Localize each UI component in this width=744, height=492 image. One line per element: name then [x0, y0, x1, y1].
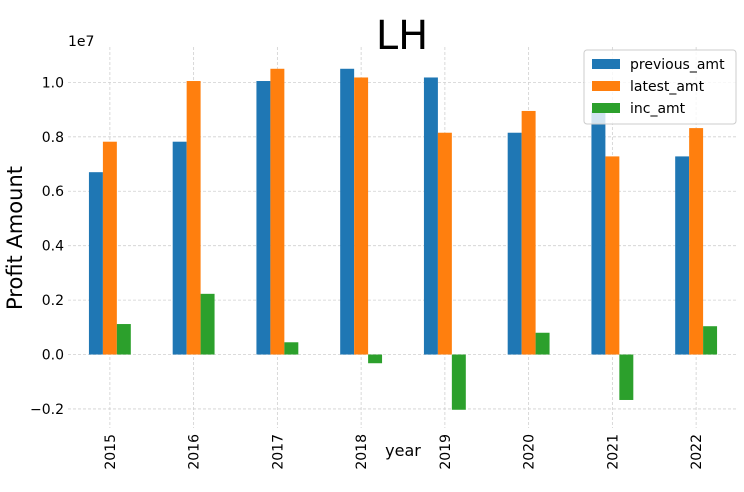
legend: previous_amt latest_amt inc_amt: [583, 49, 737, 125]
legend-swatch-latest: [592, 81, 620, 91]
bar-inc-amt: [619, 354, 634, 400]
bar-inc-amt: [200, 293, 215, 355]
bar-inc-amt: [703, 326, 718, 355]
bar-inc-amt: [368, 354, 383, 364]
y-offset-label: 1e7: [68, 34, 94, 50]
y-tick-label: 0.6: [42, 184, 64, 200]
bar-previous-amt: [423, 77, 438, 355]
bars-group: [88, 68, 718, 410]
bar-latest-amt: [437, 132, 452, 355]
bar-latest-amt: [689, 128, 704, 355]
legend-label-previous: previous_amt: [630, 57, 725, 73]
bar-inc-amt: [116, 324, 131, 355]
bar-previous-amt: [172, 141, 187, 355]
bar-inc-amt: [535, 332, 550, 355]
x-tick-label: 2017: [270, 434, 286, 470]
y-tick-label: 0.4: [42, 239, 64, 255]
x-axis-label: year: [385, 441, 421, 460]
y-tick-label: 0.2: [42, 293, 64, 309]
bar-latest-amt: [102, 141, 117, 355]
x-tick-label: 2016: [187, 434, 203, 470]
x-tick-label: 2018: [354, 434, 370, 470]
bar-inc-amt: [284, 342, 299, 355]
bar-latest-amt: [186, 81, 201, 355]
bar-latest-amt: [270, 68, 285, 355]
y-axis-label: Profit Amount: [3, 166, 27, 310]
x-tick-label: 2022: [689, 434, 705, 470]
x-tick-label: 2021: [605, 434, 621, 470]
x-tick-label: 2020: [522, 434, 538, 470]
legend-box: [583, 49, 737, 125]
y-tick-label: −0.2: [30, 402, 64, 418]
bar-previous-amt: [675, 156, 690, 355]
legend-label-inc: inc_amt: [630, 101, 686, 117]
bar-latest-amt: [354, 77, 369, 355]
y-tick-label: 1.0: [42, 75, 64, 91]
bar-previous-amt: [340, 68, 355, 355]
chart-title: LH: [376, 13, 428, 59]
x-tick-labels: 2015 2016 2017 2018 2019 2020 2021 2022: [103, 434, 705, 470]
legend-swatch-previous: [592, 59, 620, 69]
bar-latest-amt: [521, 110, 536, 355]
bar-latest-amt: [605, 156, 620, 355]
bar-previous-amt: [591, 110, 606, 355]
y-tick-labels: −0.2 0.0 0.2 0.4 0.6 0.8 1.0: [30, 75, 64, 418]
y-tick-label: 0.0: [42, 348, 64, 364]
bar-previous-amt: [507, 132, 522, 355]
legend-label-latest: latest_amt: [630, 79, 705, 95]
bar-previous-amt: [88, 172, 103, 355]
bar-previous-amt: [256, 81, 271, 355]
x-tick-label: 2019: [438, 434, 454, 470]
y-tick-label: 0.8: [42, 130, 64, 146]
legend-swatch-inc: [592, 103, 620, 113]
bar-inc-amt: [451, 354, 466, 410]
x-tick-label: 2015: [103, 434, 119, 470]
